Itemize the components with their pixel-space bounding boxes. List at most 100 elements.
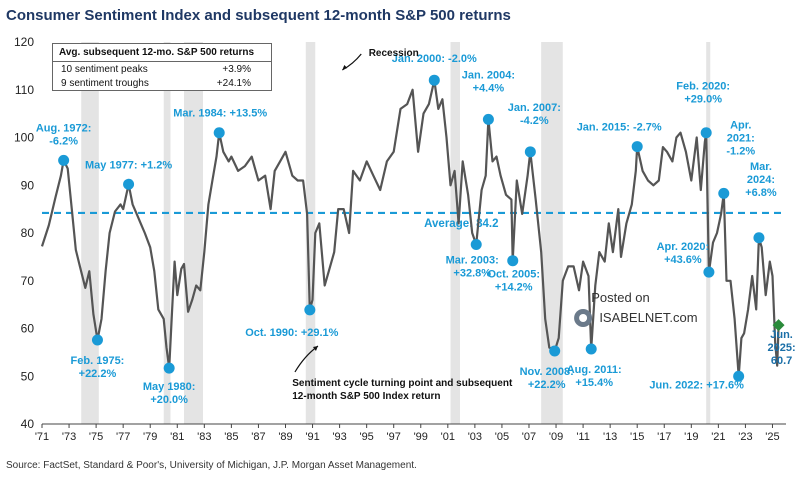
turning-point-marker [91,334,103,346]
turning-point-marker [524,146,536,158]
x-tick-label: '05 [495,431,509,443]
recession-band [184,42,203,424]
y-tick-label: 120 [14,35,34,49]
turning-point-marker [703,266,715,278]
x-tick-label: '23 [738,431,752,443]
x-tick-label: '13 [603,431,617,443]
x-tick-label: '85 [224,431,238,443]
sentiment-series [40,79,780,378]
marker-label: +6.8% [745,187,777,199]
recession-label: Recession [369,48,419,59]
cycle-annotation-line2: 12-month S&P 500 Index return [292,391,440,402]
cycle-arrowhead [312,346,318,351]
turning-point-marker [753,232,765,244]
marker-label: Aug. 1972: [36,122,92,134]
marker-label: Feb. 2020: [676,81,730,93]
marker-label: Aug. 2011: [567,364,622,376]
marker-label: May 1980: [143,381,196,393]
marker-label: 2021: [727,132,755,144]
marker-label: Oct. 1990: +29.1% [245,327,338,339]
returns-table-row-troughs: 9 sentiment troughs +24.1% [53,76,271,90]
sentiment-line [40,79,780,378]
average-label: Average: 84.2 [424,218,498,230]
x-tick-label: '99 [414,431,428,443]
recession-band [163,42,171,424]
turning-point-marker [631,141,643,153]
x-tick-label: '91 [305,431,319,443]
y-tick-label: 50 [21,369,35,383]
watermark-line2: ISABELNET.com [599,310,697,325]
marker-label: May 1977: +1.2% [85,159,172,171]
y-tick-label: 100 [14,131,34,145]
chart-annotations: Recession Sentiment cycle turning point a… [292,48,697,402]
y-tick-label: 90 [21,178,35,192]
marker-label: +43.6% [664,254,702,266]
marker-label: Jan. 2004: [462,69,515,81]
turning-point-marker [507,255,519,267]
turning-point-marker [700,127,712,139]
marker-label: Nov. 2008: [520,366,574,378]
y-tick-label: 40 [21,417,35,431]
marker-label: +15.4% [575,377,613,389]
marker-label: -6.2% [49,135,78,147]
axes: 40 50 60 70 80 90 100 110 120 '71 '73 '75 '77 '79 '81 '… [14,35,786,443]
y-tick-label: 80 [21,226,35,240]
marker-label: Jan. 2015: -2.7% [577,122,662,134]
marker-label: Jun. 2022: +17.6% [649,379,744,391]
page-title: Consumer Sentiment Index and subsequent … [6,7,511,24]
x-tick-label: '09 [549,431,563,443]
marker-label: +22.2% [528,379,566,391]
x-tick-label: '75 [89,431,103,443]
x-tick-label: '21 [711,431,725,443]
turning-point-marker [733,370,745,382]
x-tick-label: '87 [251,431,265,443]
marker-label: +4.4% [473,82,505,94]
marker-label: -1.2% [726,145,755,157]
x-tick-label: '71 [35,431,49,443]
average-line: Average: 84.2 [42,211,786,230]
x-tick-label: '81 [170,431,184,443]
marker-label: Apr. 2020: [657,241,710,253]
recession-band [81,42,99,424]
marker-label: +20.0% [150,394,188,406]
y-tick-label: 70 [21,274,35,288]
x-tick-label: '07 [522,431,536,443]
marker-label: +32.8% [453,267,491,279]
returns-table: Avg. subsequent 12-mo. S&P 500 returns 1… [52,43,272,91]
turning-point-marker [585,343,597,355]
x-tick-label: '97 [387,431,401,443]
marker-label: Jun. [770,329,793,341]
turning-point-marker [428,74,440,86]
marker-label: Oct. 2005: [487,269,540,281]
x-tick-label: '19 [684,431,698,443]
source-note: Source: FactSet, Standard & Poor's, Univ… [6,460,417,471]
marker-label: Mar. [750,161,772,173]
troughs-label: 9 sentiment troughs [61,78,149,89]
y-tick-label: 60 [21,322,35,336]
recession-band [450,42,460,424]
turning-point-marker [123,178,135,190]
marker-label: 2024: [747,174,775,186]
x-tick-label: '93 [332,431,346,443]
x-tick-label: '25 [765,431,779,443]
peaks-value: +3.9% [222,64,251,75]
marker-label: -4.2% [520,115,549,127]
turning-point-marker [718,187,730,199]
x-tick-label: '01 [441,431,455,443]
x-tick-label: '03 [468,431,482,443]
marker-label: Mar. 1984: +13.5% [173,108,267,120]
peaks-label: 10 sentiment peaks [61,64,148,75]
x-tick-label: '15 [630,431,644,443]
turning-point-markers: Aug. 1972:-6.2%Feb. 1975:+22.2%May 1977:… [36,53,796,406]
y-tick-label: 110 [15,83,34,97]
recession-band [305,42,316,424]
turning-point-marker [304,304,316,316]
recession-arrowhead [342,65,348,70]
returns-table-row-peaks: 10 sentiment peaks +3.9% [53,62,271,76]
turning-point-marker [470,238,482,250]
cycle-annotation-line1: Sentiment cycle turning point and subseq… [292,378,513,389]
x-tick-label: '17 [657,431,671,443]
turning-point-marker [549,345,561,357]
latest-reading-marker [772,319,785,332]
x-tick-label: '77 [116,431,130,443]
